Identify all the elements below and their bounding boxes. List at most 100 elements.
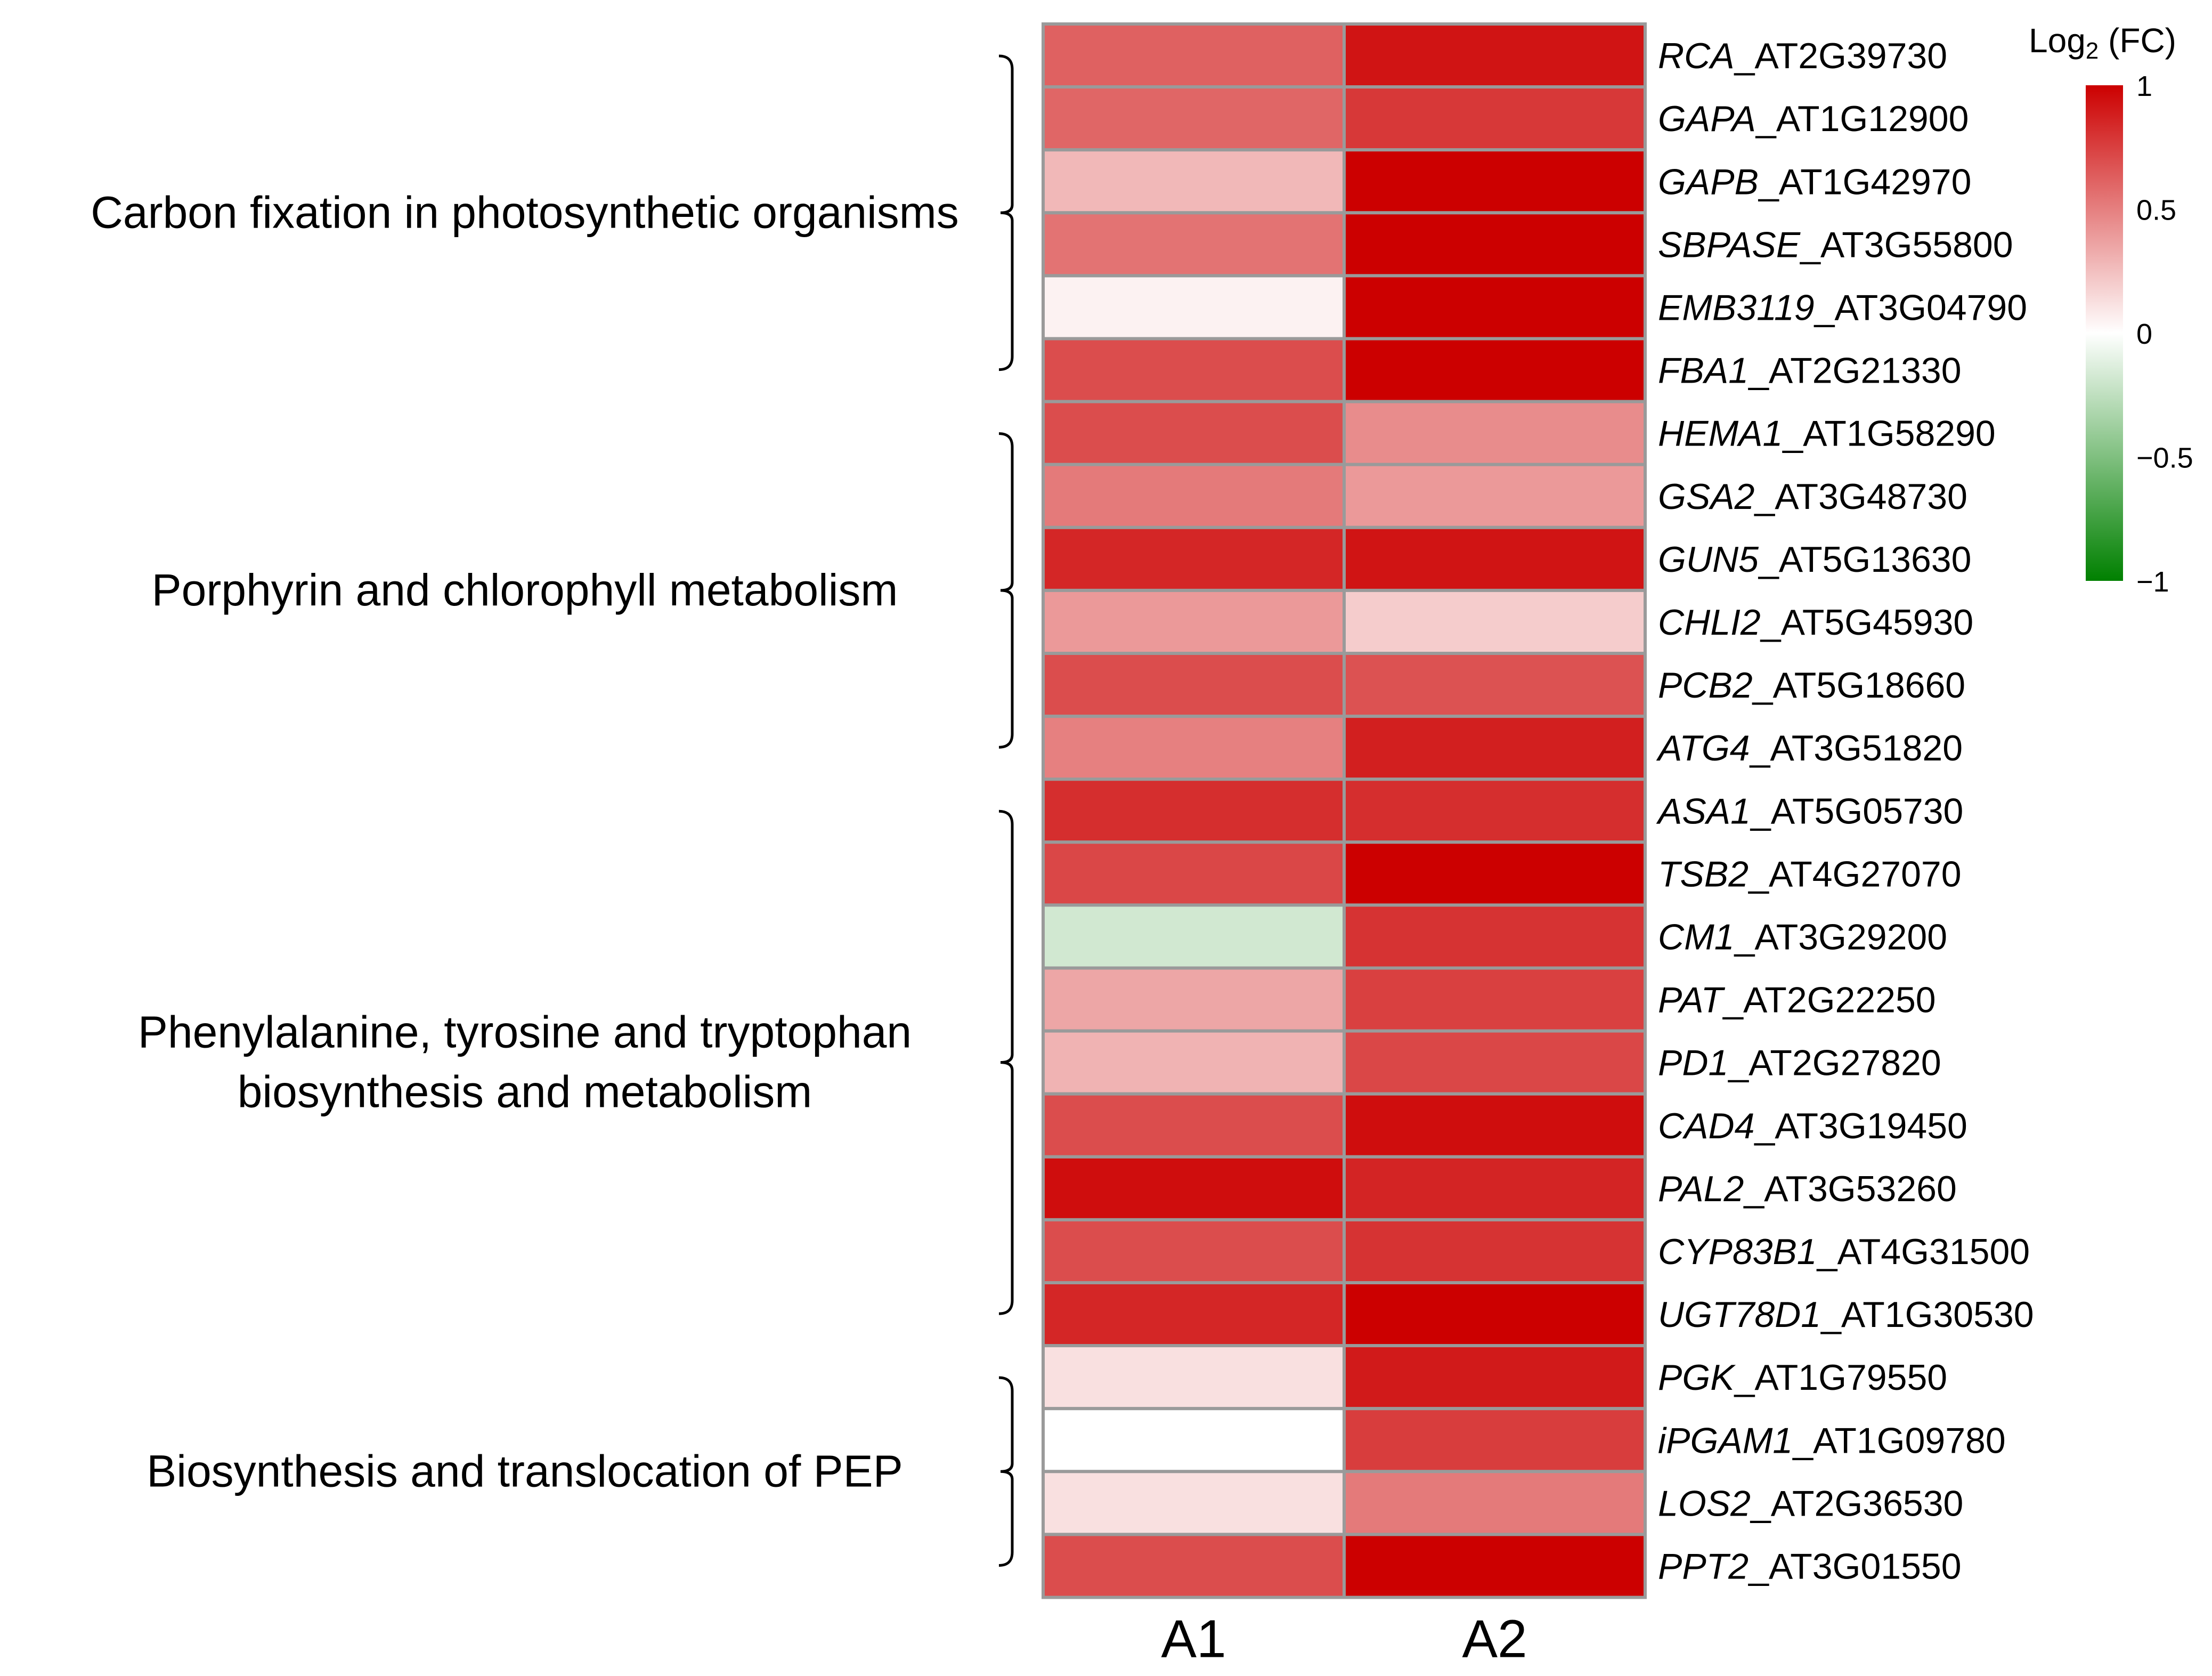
gene-name: CYP83B1 xyxy=(1658,1232,1817,1272)
heatmap-cell xyxy=(1343,966,1647,1033)
locus-id: _AT4G27070 xyxy=(1747,854,1961,894)
row-label: FBA1_AT2G21330 xyxy=(1658,351,1962,391)
group-label-line: Biosynthesis and translocation of PEP xyxy=(147,1446,902,1496)
heatmap-cell xyxy=(1042,966,1346,1033)
row-label: CAD4_AT3G19450 xyxy=(1658,1106,1967,1146)
gene-name: PAL2 xyxy=(1658,1169,1744,1209)
locus-id: _AT1G09780 xyxy=(1792,1420,2005,1461)
gene-name: PCB2 xyxy=(1658,665,1753,706)
group-label: Carbon fixation in photosynthetic organi… xyxy=(91,187,959,237)
heatmap-cell xyxy=(1042,1092,1346,1159)
legend-tick-label: −0.5 xyxy=(2136,442,2193,474)
gene-name: FBA1 xyxy=(1658,351,1749,391)
legend-tick-label: 0.5 xyxy=(2136,195,2176,226)
heatmap-cell xyxy=(1042,903,1346,970)
heatmap-cell xyxy=(1343,463,1647,529)
legend-color-bar xyxy=(2086,85,2123,581)
row-label: CM1_AT3G29200 xyxy=(1658,917,1947,957)
locus-id: _AT5G13630 xyxy=(1758,539,1971,580)
gene-name: PGK xyxy=(1658,1357,1736,1398)
row-label: GAPB_AT1G42970 xyxy=(1658,161,1971,202)
locus-id: _AT5G05730 xyxy=(1750,791,1963,831)
locus-id: _AT4G31500 xyxy=(1816,1232,2030,1272)
heatmap-cell xyxy=(1343,148,1647,215)
heatmap-cell xyxy=(1042,148,1346,215)
locus-id: _AT3G29200 xyxy=(1734,917,1947,957)
locus-id: _AT3G55800 xyxy=(1799,224,2013,265)
gene-name: TSB2 xyxy=(1658,854,1749,894)
heatmap-cell xyxy=(1343,715,1647,781)
row-label: PGK_AT1G79550 xyxy=(1658,1357,1947,1398)
heatmap-cell xyxy=(1042,652,1346,718)
row-label: RCA_AT2G39730 xyxy=(1658,36,1947,76)
heatmap-cell xyxy=(1042,400,1346,466)
heatmap-cell xyxy=(1343,778,1647,844)
heatmap-cell xyxy=(1042,715,1346,781)
heatmap-cell xyxy=(1343,1533,1647,1599)
row-label: PAL2_AT3G53260 xyxy=(1658,1169,1957,1209)
row-label: PAT_AT2G22250 xyxy=(1658,980,1936,1021)
gene-name: GSA2 xyxy=(1658,476,1754,517)
heatmap-cell xyxy=(1343,274,1647,341)
heatmap-cell xyxy=(1042,1533,1346,1599)
row-label: CYP83B1_AT4G31500 xyxy=(1658,1232,2030,1272)
heatmap-cell xyxy=(1343,1218,1647,1284)
heatmap-cell xyxy=(1042,211,1346,278)
row-label: LOS2_AT2G36530 xyxy=(1658,1483,1963,1524)
heatmap-cell xyxy=(1343,525,1647,592)
legend-tick-label: 0 xyxy=(2136,318,2152,350)
locus-id: _AT2G22250 xyxy=(1722,980,1935,1021)
gene-name: GAPA xyxy=(1658,99,1756,139)
heatmap-cell xyxy=(1343,1407,1647,1473)
heatmap-cell xyxy=(1343,1092,1647,1159)
heatmap-cell xyxy=(1343,588,1647,655)
gene-name: UGT78D1 xyxy=(1658,1294,1821,1335)
locus-id: _AT1G79550 xyxy=(1734,1357,1947,1398)
row-label: EMB3119_AT3G04790 xyxy=(1658,287,2027,328)
group-label-line: biosynthesis and metabolism xyxy=(238,1067,812,1117)
heatmap-cell xyxy=(1042,337,1346,403)
gene-name: iPGAM1 xyxy=(1658,1420,1793,1461)
pathway-groups: Carbon fixation in photosynthetic organi… xyxy=(91,54,1014,1567)
locus-id: _AT3G04790 xyxy=(1813,287,2027,328)
locus-id: _AT2G36530 xyxy=(1750,1483,1963,1524)
heatmap-cell xyxy=(1042,274,1346,341)
locus-id: _AT1G58290 xyxy=(1782,414,1995,454)
locus-id: _AT3G53260 xyxy=(1743,1169,1956,1209)
gene-name: RCA xyxy=(1658,36,1735,76)
locus-id: _AT2G39730 xyxy=(1734,36,1947,76)
row-labels: RCA_AT2G39730 GAPA_AT1G12900 GAPB_AT1G4297… xyxy=(1656,36,2034,1586)
row-label: GUN5_AT5G13630 xyxy=(1658,539,1971,580)
legend-tick-label: −1 xyxy=(2136,566,2169,598)
gene-name: PD1 xyxy=(1658,1043,1728,1083)
row-label: iPGAM1_AT1G09780 xyxy=(1658,1420,2006,1461)
heatmap-cell xyxy=(1343,211,1647,278)
locus-id: _AT5G18660 xyxy=(1752,665,1965,706)
heatmap-cell xyxy=(1042,463,1346,529)
locus-id: _AT3G51820 xyxy=(1749,728,1963,768)
heatmap-cell xyxy=(1042,1407,1346,1473)
row-label: SBPASE_AT3G55800 xyxy=(1658,224,2013,265)
gene-name: SBPASE xyxy=(1658,224,1801,265)
gene-name: EMB3119 xyxy=(1658,287,1815,328)
gene-name: CAD4 xyxy=(1658,1106,1754,1146)
heatmap-cell xyxy=(1042,840,1346,907)
group-label: Biosynthesis and translocation of PEP xyxy=(147,1446,902,1496)
heatmap-cell xyxy=(1343,840,1647,907)
column-labels: A1 A2 xyxy=(1161,1609,1527,1669)
heatmap-cell xyxy=(1042,1155,1346,1221)
group-label: Porphyrin and chlorophyll metabolism xyxy=(152,565,898,615)
group-label-line: Carbon fixation in photosynthetic organi… xyxy=(91,187,959,237)
locus-id: _AT2G27820 xyxy=(1727,1043,1941,1083)
heatmap-cell xyxy=(1343,400,1647,466)
row-label: PCB2_AT5G18660 xyxy=(1658,665,1965,706)
gene-name: HEMA1 xyxy=(1658,414,1783,454)
heatmap-cell xyxy=(1042,588,1346,655)
heatmap-cell xyxy=(1042,778,1346,844)
heatmap-cell xyxy=(1343,85,1647,152)
heatmap-cell xyxy=(1343,1281,1647,1348)
row-label: CHLI2_AT5G45930 xyxy=(1658,602,1973,643)
heatmap-cell xyxy=(1343,1029,1647,1096)
row-label: PD1_AT2G27820 xyxy=(1658,1043,1941,1083)
heatmap-cell xyxy=(1343,1344,1647,1411)
